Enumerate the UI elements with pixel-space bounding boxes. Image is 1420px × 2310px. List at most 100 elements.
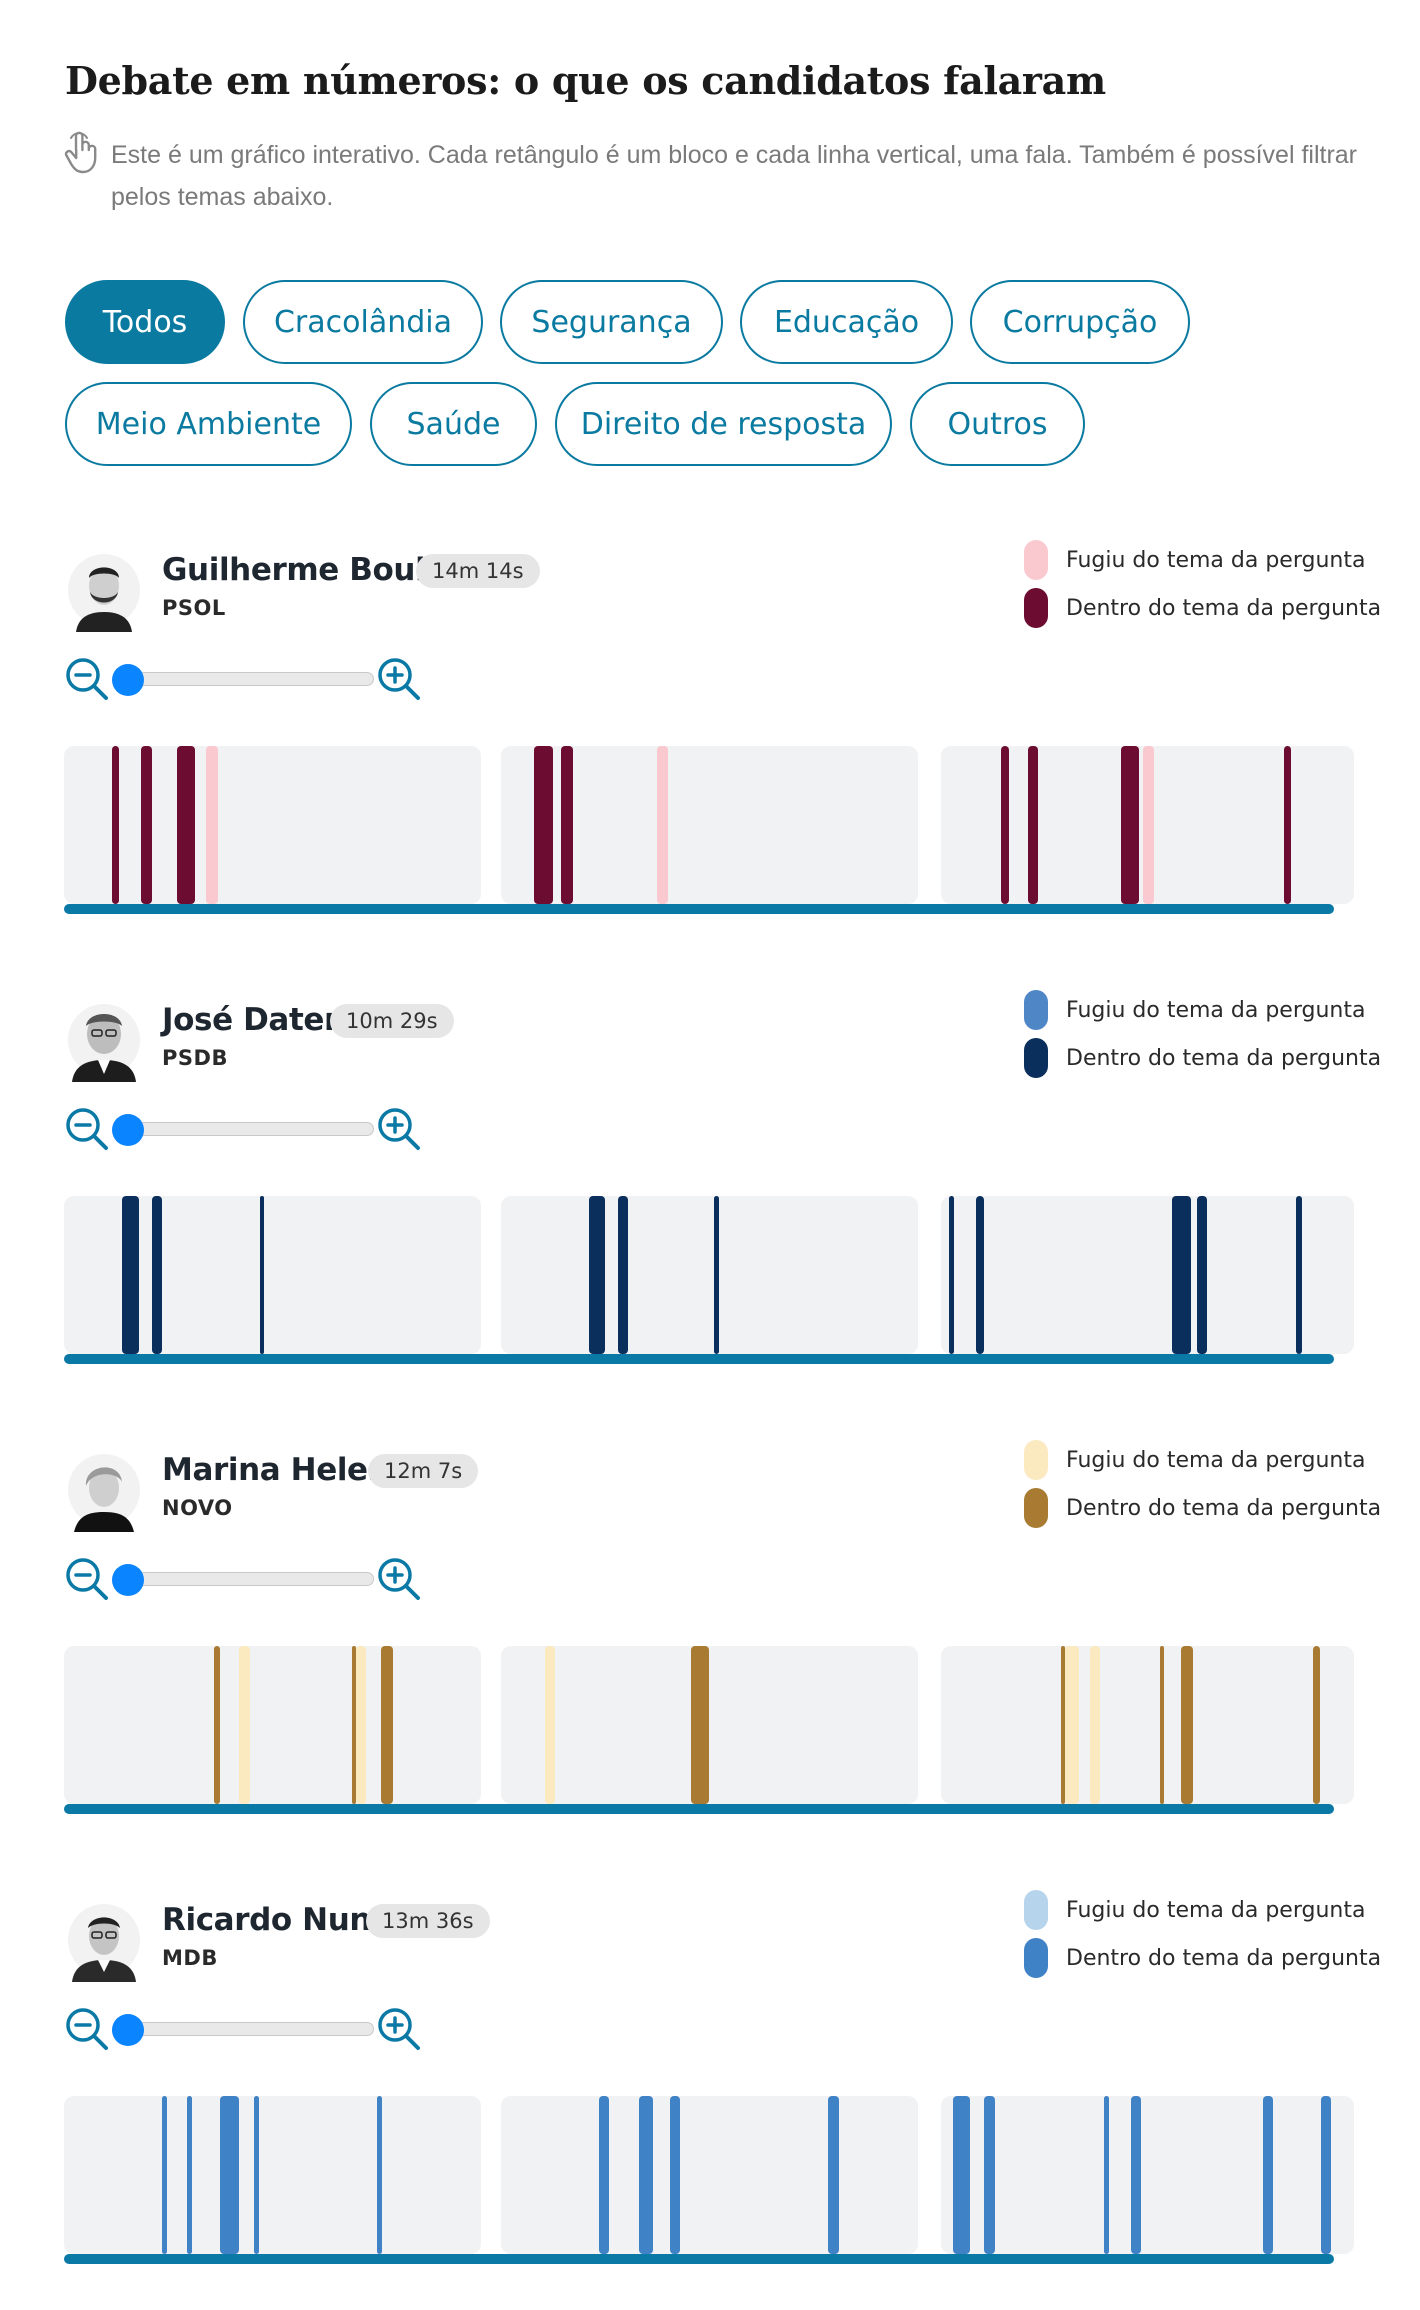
speech-on-topic[interactable] xyxy=(111,746,120,904)
speech-on-topic[interactable] xyxy=(1104,2096,1110,2254)
speech-off-topic[interactable] xyxy=(205,746,219,904)
filter-seguranca[interactable]: Segurança xyxy=(500,280,723,364)
debate-block[interactable] xyxy=(64,1196,481,1354)
debate-block[interactable] xyxy=(501,1646,918,1804)
speech-on-topic[interactable] xyxy=(259,1196,265,1354)
timeline-scrollbar[interactable] xyxy=(64,1354,1334,1364)
speech-off-topic[interactable] xyxy=(1143,746,1154,904)
speech-on-topic[interactable] xyxy=(1159,1646,1164,1804)
zoom-slider-track[interactable] xyxy=(124,1122,374,1136)
timeline-scrollbar[interactable] xyxy=(64,1804,1334,1814)
speech-off-topic[interactable] xyxy=(1064,1646,1080,1804)
debate-block[interactable] xyxy=(501,1196,918,1354)
zoom-slider-handle[interactable] xyxy=(112,664,144,696)
zoom-out-icon[interactable] xyxy=(64,656,110,702)
speech-on-topic[interactable] xyxy=(214,1646,221,1804)
speech-on-topic[interactable] xyxy=(690,1646,710,1804)
speech-on-topic[interactable] xyxy=(713,1196,719,1354)
speech-on-topic[interactable] xyxy=(1312,1646,1321,1804)
speaking-time-badge: 10m 29s xyxy=(330,1004,454,1038)
filter-outros[interactable]: Outros xyxy=(910,382,1085,466)
speech-on-topic[interactable] xyxy=(122,1196,140,1354)
zoom-in-icon[interactable] xyxy=(376,1556,422,1602)
speech-on-topic[interactable] xyxy=(1120,746,1140,904)
speech-on-topic[interactable] xyxy=(1130,2096,1142,2254)
zoom-slider-track[interactable] xyxy=(124,1572,374,1586)
timeline-scrollbar[interactable] xyxy=(64,2254,1334,2264)
speech-on-topic[interactable] xyxy=(561,746,574,904)
filter-corrupcao[interactable]: Corrupção xyxy=(970,280,1190,364)
speech-timeline[interactable] xyxy=(64,2096,1354,2256)
legend-swatch-on xyxy=(1024,1038,1048,1078)
zoom-out-icon[interactable] xyxy=(64,2006,110,2052)
debate-block[interactable] xyxy=(64,746,481,904)
speech-on-topic[interactable] xyxy=(669,2096,681,2254)
timeline-scrollbar[interactable] xyxy=(64,904,1334,914)
zoom-in-icon[interactable] xyxy=(376,656,422,702)
speech-on-topic[interactable] xyxy=(351,1646,356,1804)
filter-direito-de-resposta[interactable]: Direito de resposta xyxy=(555,382,892,466)
speech-on-topic[interactable] xyxy=(151,1196,162,1354)
speech-on-topic[interactable] xyxy=(1263,2096,1274,2254)
filter-meio-ambiente[interactable]: Meio Ambiente xyxy=(65,382,352,466)
filter-saude[interactable]: Saúde xyxy=(370,382,537,466)
speech-on-topic[interactable] xyxy=(380,1646,394,1804)
zoom-slider-track[interactable] xyxy=(124,2022,374,2036)
zoom-slider-handle[interactable] xyxy=(112,2014,144,2046)
zoom-out-icon[interactable] xyxy=(64,1106,110,1152)
speech-on-topic[interactable] xyxy=(534,746,554,904)
filter-todos[interactable]: Todos xyxy=(65,280,225,364)
speech-on-topic[interactable] xyxy=(187,2096,192,2254)
speech-on-topic[interactable] xyxy=(253,2096,259,2254)
legend-label: Fugiu do tema da pergunta xyxy=(1066,547,1366,573)
speech-on-topic[interactable] xyxy=(1283,746,1292,904)
speech-on-topic[interactable] xyxy=(984,2096,995,2254)
speech-on-topic[interactable] xyxy=(953,2096,970,2254)
speech-on-topic[interactable] xyxy=(141,746,152,904)
zoom-out-icon[interactable] xyxy=(64,1556,110,1602)
speech-on-topic[interactable] xyxy=(1320,2096,1332,2254)
speech-on-topic[interactable] xyxy=(588,1196,606,1354)
debate-block[interactable] xyxy=(941,746,1354,904)
speech-timeline[interactable] xyxy=(64,1196,1354,1356)
debate-block[interactable] xyxy=(501,2096,918,2254)
speech-on-topic[interactable] xyxy=(1000,746,1010,904)
speech-on-topic[interactable] xyxy=(1296,1196,1303,1354)
speech-on-topic[interactable] xyxy=(598,2096,610,2254)
debate-block[interactable] xyxy=(501,746,918,904)
candidate-photo xyxy=(68,1904,140,1982)
debate-block[interactable] xyxy=(64,2096,481,2254)
speech-off-topic[interactable] xyxy=(355,1646,367,1804)
zoom-slider-track[interactable] xyxy=(124,672,374,686)
speech-on-topic[interactable] xyxy=(1027,746,1039,904)
speech-on-topic[interactable] xyxy=(1172,1196,1191,1354)
speech-on-topic[interactable] xyxy=(1180,1646,1193,1804)
debate-block[interactable] xyxy=(941,1646,1354,1804)
speech-on-topic[interactable] xyxy=(1197,1196,1208,1354)
debate-block[interactable] xyxy=(64,1646,481,1804)
speech-on-topic[interactable] xyxy=(220,2096,240,2254)
debate-block[interactable] xyxy=(941,2096,1354,2254)
speech-on-topic[interactable] xyxy=(949,1196,955,1354)
zoom-in-icon[interactable] xyxy=(376,1106,422,1152)
speech-off-topic[interactable] xyxy=(239,1646,250,1804)
filter-cracolandia[interactable]: Cracolândia xyxy=(243,280,483,364)
debate-block[interactable] xyxy=(941,1196,1354,1354)
speech-timeline[interactable] xyxy=(64,746,1354,906)
speech-on-topic[interactable] xyxy=(638,2096,654,2254)
speech-off-topic[interactable] xyxy=(657,746,668,904)
speech-off-topic[interactable] xyxy=(544,1646,556,1804)
speech-on-topic[interactable] xyxy=(976,1196,985,1354)
speech-on-topic[interactable] xyxy=(176,746,196,904)
zoom-slider-handle[interactable] xyxy=(112,1114,144,1146)
zoom-in-icon[interactable] xyxy=(376,2006,422,2052)
speech-on-topic[interactable] xyxy=(617,1196,629,1354)
speech-timeline[interactable] xyxy=(64,1646,1354,1806)
speech-on-topic[interactable] xyxy=(828,2096,839,2254)
speech-on-topic[interactable] xyxy=(161,2096,167,2254)
zoom-slider-handle[interactable] xyxy=(112,1564,144,1596)
speech-on-topic[interactable] xyxy=(376,2096,382,2254)
speech-on-topic[interactable] xyxy=(1060,1646,1065,1804)
filter-educacao[interactable]: Educação xyxy=(740,280,953,364)
speech-off-topic[interactable] xyxy=(1089,1646,1100,1804)
